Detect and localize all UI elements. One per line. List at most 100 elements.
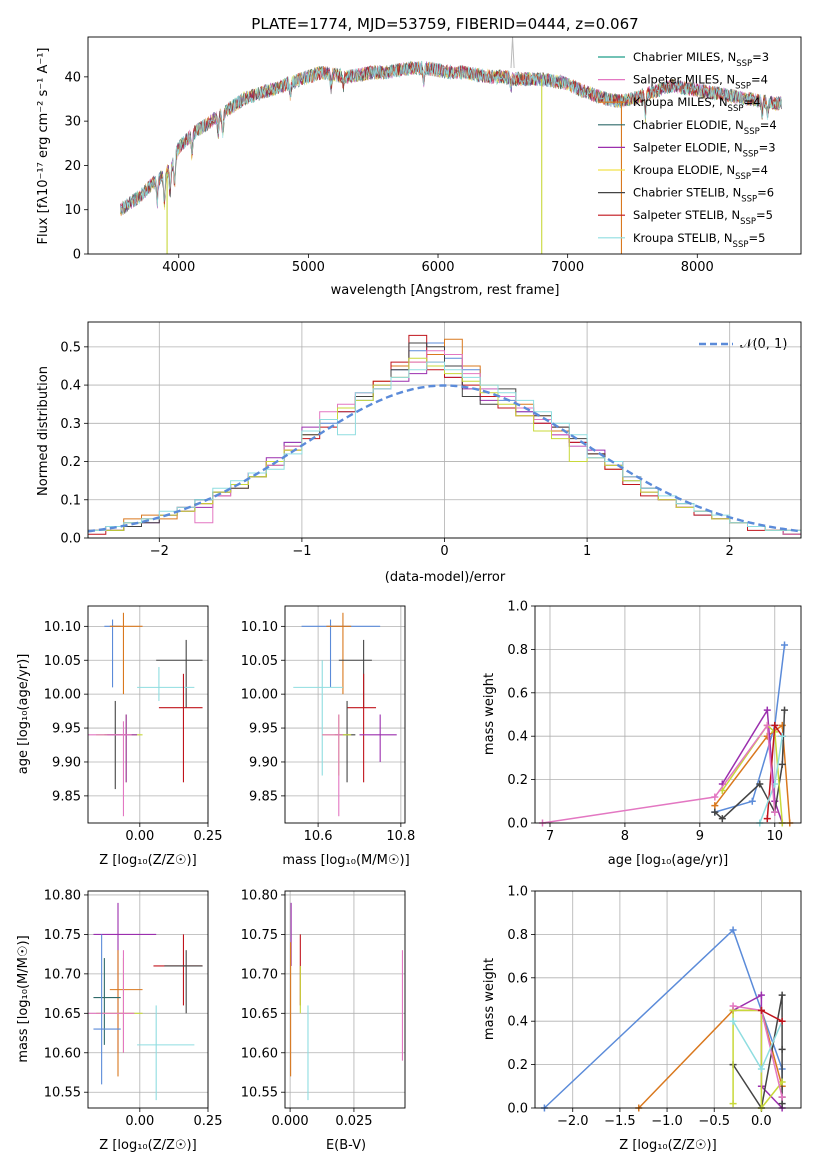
age-weight-marker bbox=[763, 721, 771, 729]
mass-age-ytick-label: 9.90 bbox=[249, 755, 278, 770]
z-mass-ytick-label: 10.55 bbox=[44, 1086, 81, 1101]
age-weight-series-line bbox=[721, 707, 784, 824]
residual-plot: −2 −1 0 1 2 0.0 0.1 0.2 0.3 0.4 0.5 bbox=[60, 321, 802, 559]
z-weight-marker bbox=[729, 1017, 737, 1025]
age-weight-series-line bbox=[721, 724, 784, 824]
legend-label: Chabrier STELIB, NSSP=6 bbox=[633, 186, 774, 205]
ebv-mass-ytick-label: 10.55 bbox=[241, 1086, 278, 1101]
spectrum-ytick-label: 10 bbox=[64, 203, 81, 218]
z-weight-marker bbox=[778, 991, 786, 999]
z-age-frame bbox=[87, 605, 209, 824]
mass-age-xtick-label: 10.6 bbox=[304, 829, 333, 844]
age-weight-marker bbox=[778, 732, 786, 740]
spectrum-ytick-label: 40 bbox=[64, 70, 81, 85]
mass-age-xtick-label: 10.8 bbox=[386, 829, 415, 844]
residual-ytick-label: 0.2 bbox=[60, 455, 81, 470]
ebv-mass-xlabel: E(B-V) bbox=[326, 1138, 366, 1153]
age-weight-marker bbox=[781, 706, 789, 714]
spectrum-plot: 4000 5000 6000 7000 8000 0 10 20 30 40 bbox=[64, 36, 802, 275]
ebv-mass-ytick-label: 10.70 bbox=[241, 967, 278, 982]
z-weight-marker bbox=[729, 926, 737, 934]
z-weight-series-line bbox=[761, 1009, 783, 1022]
ebv-mass-ytick-label: 10.75 bbox=[241, 928, 278, 943]
age-weight-marker bbox=[763, 815, 771, 823]
residual-frame bbox=[87, 321, 802, 539]
z-weight-xtick-label: −0.5 bbox=[698, 1114, 730, 1129]
spectrum-frame bbox=[87, 36, 802, 255]
mass-age-ytick-label: 9.95 bbox=[249, 722, 278, 737]
z-mass-xtick-label: 0.00 bbox=[125, 1114, 154, 1129]
age-weight-ytick-label: 1.0 bbox=[507, 600, 528, 615]
legend-label: Chabrier ELODIE, NSSP=4 bbox=[633, 118, 777, 137]
mass-age-frame bbox=[284, 605, 406, 824]
legend-label: Kroupa ELODIE, NSSP=4 bbox=[633, 163, 768, 182]
z-weight-xtick-label: 0.0 bbox=[751, 1114, 772, 1129]
z-mass-xtick-label: 0.25 bbox=[194, 1114, 223, 1129]
residual-xtick-label: 2 bbox=[726, 544, 734, 559]
age-weight-ytick-label: 0.0 bbox=[507, 817, 528, 832]
age-weight-ytick-label: 0.6 bbox=[507, 686, 528, 701]
z-age-ytick-label: 10.10 bbox=[44, 620, 81, 635]
legend-label: Kroupa STELIB, NSSP=5 bbox=[633, 231, 765, 250]
z-age-ytick-label: 9.85 bbox=[52, 789, 81, 804]
age-weight-ytick-label: 0.4 bbox=[507, 730, 528, 745]
ebv-mass-ytick-label: 10.80 bbox=[241, 888, 278, 903]
z-weight-marker bbox=[778, 1100, 786, 1108]
z-age-ytick-label: 9.95 bbox=[52, 722, 81, 737]
spectrum-ytick-label: 30 bbox=[64, 115, 81, 130]
z-mass-ytick-label: 10.80 bbox=[44, 888, 81, 903]
z-weight-ytick-label: 0.2 bbox=[507, 1058, 528, 1073]
spectrum-ytick-label: 20 bbox=[64, 159, 81, 174]
spectrum-xtick-label: 8000 bbox=[681, 260, 714, 275]
age-weight-series-line bbox=[714, 710, 786, 820]
ebv-mass-ytick-label: 10.65 bbox=[241, 1007, 278, 1022]
spectrum-xtick-label: 7000 bbox=[551, 260, 584, 275]
z-weight-ytick-label: 0.4 bbox=[507, 1015, 528, 1030]
z-weight-marker bbox=[757, 1065, 765, 1073]
z-age-ylabel: age [log₁₀(age/yr)] bbox=[16, 654, 31, 775]
spectrum-series-line bbox=[120, 61, 782, 215]
spectrum-xtick-label: 5000 bbox=[292, 260, 325, 275]
age-weight-marker bbox=[778, 760, 786, 768]
age-weight-marker bbox=[711, 808, 719, 816]
residual-ylabel: Normed distribution bbox=[36, 366, 51, 496]
residual-xtick-label: 1 bbox=[583, 544, 591, 559]
z-weight-ytick-label: 0.8 bbox=[507, 928, 528, 943]
z-weight-marker bbox=[757, 1006, 765, 1014]
legend-label: Salpeter ELODIE, NSSP=3 bbox=[633, 140, 776, 159]
z-mass-ylabel: mass [log₁₀(M/M☉)] bbox=[16, 935, 31, 1062]
residual-xtick-label: 0 bbox=[440, 544, 448, 559]
residual-xlabel: (data-model)/error bbox=[385, 570, 506, 585]
z-weight-ylabel: mass weight bbox=[482, 958, 497, 1040]
z-mass-xlabel: Z [log₁₀(Z/Z☉)] bbox=[99, 1138, 196, 1153]
residual-ytick-label: 0.5 bbox=[60, 340, 81, 355]
age-weight-ytick-label: 0.8 bbox=[507, 643, 528, 658]
spectrum-emission-spike bbox=[510, 36, 515, 69]
ebv-mass-ytick-label: 10.60 bbox=[241, 1046, 278, 1061]
z-weight-marker bbox=[778, 1017, 786, 1025]
spectrum-ytick-label: 0 bbox=[73, 248, 81, 263]
z-weight-marker bbox=[757, 991, 765, 999]
legend-label: Salpeter STELIB, NSSP=5 bbox=[633, 208, 773, 227]
z-mass-frame bbox=[87, 890, 209, 1109]
spectrum-ylabel: Flux [fλ10⁻¹⁷ erg cm⁻² s⁻¹ A⁻¹] bbox=[36, 48, 51, 245]
z-weight-xtick-label: −1.5 bbox=[604, 1114, 636, 1129]
residual-xtick-label: −1 bbox=[292, 544, 311, 559]
z-age-ytick-label: 10.00 bbox=[44, 688, 81, 703]
age-weight-xtick-label: 9 bbox=[696, 829, 704, 844]
spectrum-xlabel: wavelength [Angstrom, rest frame] bbox=[331, 283, 560, 298]
mass-age-xlabel: mass [log₁₀(M/M☉)] bbox=[282, 853, 409, 868]
residual-legend-label: 𝒩(0, 1) bbox=[740, 337, 787, 352]
legend-label: Chabrier MILES, NSSP=3 bbox=[633, 50, 769, 69]
spectrum-series-line bbox=[120, 61, 782, 215]
z-weight-frame bbox=[534, 890, 802, 1109]
age-weight-xtick-label: 10 bbox=[767, 829, 784, 844]
age-weight-marker bbox=[756, 780, 764, 788]
z-mass-ytick-label: 10.65 bbox=[44, 1007, 81, 1022]
spectrum-xtick-label: 6000 bbox=[421, 260, 454, 275]
age-weight-ylabel: mass weight bbox=[482, 673, 497, 755]
z-weight-xtick-label: −1.0 bbox=[651, 1114, 683, 1129]
age-weight-series-line bbox=[714, 645, 786, 813]
mass-age-ytick-label: 10.05 bbox=[241, 654, 278, 669]
parameter-panels: 0.00 0.25 9.85 9.90 9.95 10.00 10.05 10.10 10.6 1… bbox=[44, 600, 802, 1129]
